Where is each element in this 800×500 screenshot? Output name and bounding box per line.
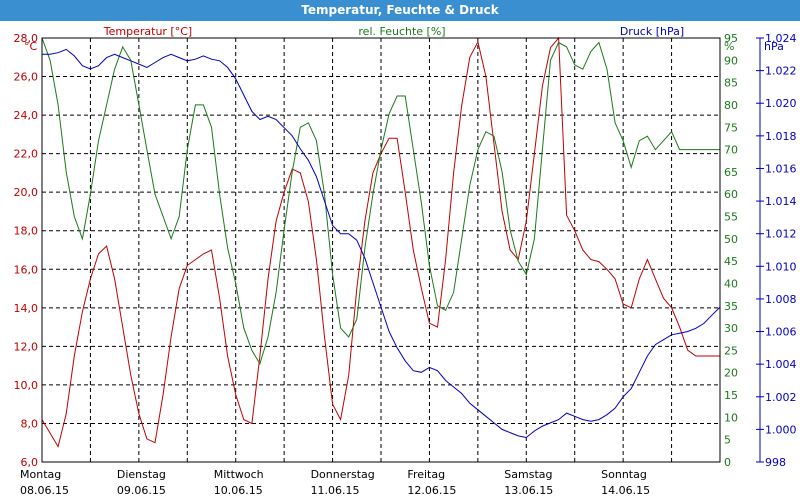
temperature-tick-label: 14,0 (14, 302, 39, 315)
pressure-tick-label: 1.002 (765, 391, 797, 404)
temperature-tick-label: 18,0 (14, 225, 39, 238)
date-label: 14.06.15 (601, 484, 650, 497)
temperature-series-label: Temperatur [°C] (103, 25, 192, 38)
temperature-tick-label: 16,0 (14, 263, 39, 276)
humidity-tick-label: 40 (724, 277, 738, 290)
humidity-tick-label: 35 (724, 300, 738, 313)
window-title: Temperatur, Feuchte & Druck (0, 0, 800, 21)
pressure-tick-label: 1.008 (765, 293, 797, 306)
pressure-tick-label: 1.024 (765, 32, 797, 45)
day-label: Donnerstag (311, 468, 375, 481)
temperature-tick-label: 6,0 (21, 456, 39, 469)
pressure-series-label: Druck [hPa] (620, 25, 684, 38)
pressure-tick-label: 1.012 (765, 228, 797, 241)
grid-lines (42, 37, 720, 463)
humidity-axis: 0 5 10 15 20 25 30 35 40 45 50 55 60 65 70 75 80 85 90 95% (724, 32, 738, 469)
humidity-tick-label: 60 (724, 188, 738, 201)
temperature-tick-label: 10,0 (14, 379, 39, 392)
humidity-tick-label: 0 (724, 456, 731, 469)
temperature-tick-label: 24,0 (14, 109, 39, 122)
date-label: 08.06.15 (20, 484, 69, 497)
pressure-tick-label: 1.016 (765, 162, 797, 175)
humidity-unit: % (724, 40, 734, 53)
pressure-tick-label: 1.010 (765, 260, 797, 273)
temperature-axis: 6,0 8,0 10,0 12,0 14,0 16,0 18,0 20,0 22,0 24,0 26… (14, 32, 39, 469)
weather-chart: Temperatur [°C] rel. Feuchte [%] Druck [… (14, 25, 797, 497)
date-label: 10.06.15 (214, 484, 263, 497)
pressure-tick-label: 1.018 (765, 130, 797, 143)
pressure-tick-label: 1.020 (765, 97, 797, 110)
pressure-tick-label: 1.000 (765, 423, 797, 436)
plot-frame (41, 37, 721, 463)
humidity-tick-label: 20 (724, 367, 738, 380)
humidity-tick-label: 30 (724, 322, 738, 335)
humidity-tick-label: 80 (724, 99, 738, 112)
day-label: Montag (20, 468, 61, 481)
humidity-tick-label: 65 (724, 166, 738, 179)
humidity-line (41, 37, 720, 366)
humidity-tick-label: 45 (724, 255, 738, 268)
day-label: Freitag (407, 468, 445, 481)
temperature-tick-label: 12,0 (14, 340, 39, 353)
humidity-series-label: rel. Feuchte [%] (358, 25, 445, 38)
date-axis: Montag 08.06.15 Dienstag 09.06.15 Mittwoch 10… (20, 468, 650, 497)
temperature-tick-label: 28,0 (14, 32, 39, 45)
humidity-tick-label: 85 (724, 77, 738, 90)
humidity-tick-label: 90 (724, 54, 738, 67)
humidity-tick-label: 25 (724, 344, 738, 357)
date-label: 13.06.15 (504, 484, 553, 497)
date-label: 09.06.15 (117, 484, 166, 497)
pressure-tick-label: 1.014 (765, 195, 797, 208)
pressure-tick-label: 1.006 (765, 326, 797, 339)
humidity-tick-label: 10 (724, 411, 738, 424)
pressure-tick-label: 998 (765, 456, 786, 469)
temperature-tick-label: 26,0 (14, 71, 39, 84)
temperature-tick-label: 22,0 (14, 148, 39, 161)
series-lines (41, 36, 721, 448)
pressure-axis: 998 1.000 1.002 1.004 1.006 1.008 1.010 1.012 1.… (756, 32, 797, 469)
day-label: Sonntag (601, 468, 647, 481)
humidity-tick-label: 15 (724, 389, 738, 402)
humidity-tick-label: 75 (724, 121, 738, 134)
pressure-tick-label: 1.022 (765, 65, 797, 78)
date-label: 12.06.15 (407, 484, 456, 497)
pressure-series-title: Druck [hPa] (620, 25, 684, 38)
humidity-tick-label: 50 (724, 233, 738, 246)
temperature-series-title: Temperatur [°C] (103, 25, 192, 38)
temperature-unit: °C (24, 40, 38, 53)
humidity-series-title: rel. Feuchte [%] (358, 25, 445, 38)
pressure-tick-label: 1.004 (765, 358, 797, 371)
day-label: Samstag (504, 468, 552, 481)
date-label: 11.06.15 (311, 484, 360, 497)
humidity-tick-label: 55 (724, 211, 738, 224)
pressure-line (42, 48, 721, 439)
humidity-tick-label: 5 (724, 434, 731, 447)
pressure-unit: hPa (764, 40, 784, 53)
humidity-tick-label: 70 (724, 144, 738, 157)
temperature-tick-label: 8,0 (21, 417, 39, 430)
temperature-line (41, 36, 720, 448)
day-label: Mittwoch (214, 468, 264, 481)
humidity-tick-label: 95 (724, 32, 738, 45)
day-label: Dienstag (117, 468, 166, 481)
temperature-tick-label: 20,0 (14, 186, 39, 199)
